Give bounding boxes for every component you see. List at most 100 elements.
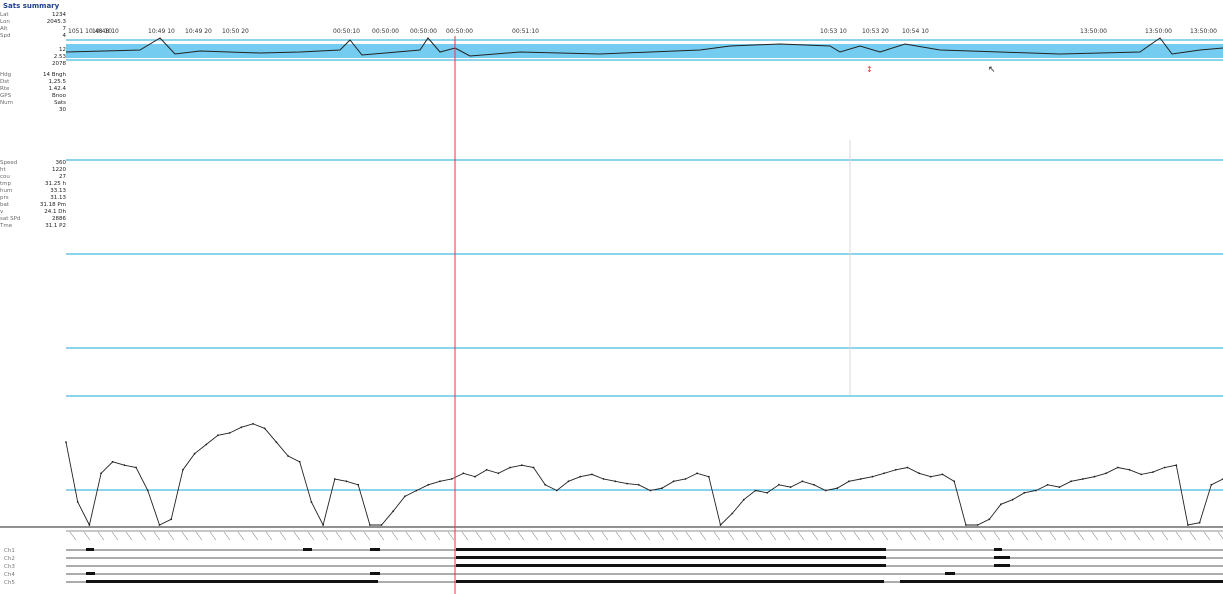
top-stats-row: Lat 1234 [0,12,66,19]
tick-mark [97,531,105,541]
series-point [474,475,476,478]
top-stats-row: 2078 [0,61,66,68]
channel-segment [86,548,94,551]
channel-segment [900,580,1223,583]
channel-label: Ch3 [4,564,15,570]
tick-mark [1035,531,1043,541]
tick-mark [923,531,931,541]
tick-mark [405,531,413,541]
tick-mark [1077,531,1085,541]
series-point [88,524,91,526]
tick-mark [1007,531,1015,541]
tick-mark [615,531,623,541]
series-point [369,524,371,526]
series-point [193,452,196,455]
stat-value: Sats [54,100,66,106]
series-point [894,468,897,471]
timeline-label: 10:49 10 [148,28,175,35]
series-point [906,466,909,469]
channel-segment [945,572,955,575]
series-point [135,466,138,469]
stat-value: 1,25.5 [48,79,67,85]
series-point [228,432,231,434]
series-point [450,478,453,480]
stat-label: v [0,209,4,215]
series-point [1081,478,1084,480]
tick-mark [993,531,1001,541]
stat-label: Num [0,100,13,106]
tick-mark [769,531,777,541]
series-point [170,518,173,521]
low-stats-row: tmp 31.25 h [0,181,66,188]
tick-mark [433,531,441,541]
low-stats-row: prs 31.13 [0,195,66,202]
stat-label: Spd [0,33,11,39]
tick-mark [755,531,763,541]
series-point [520,464,523,467]
pointer-icon: ↖ [988,65,996,75]
timeline-label: 10:53 20 [862,28,889,35]
series-point [1046,483,1049,486]
tick-mark [1063,531,1071,541]
mid-stats-row: Dst 1,25.5 [0,79,66,86]
stat-label: Dst [0,79,10,85]
tick-mark [909,531,917,541]
mid-stats-row: 30 [0,107,66,114]
series-point [1058,486,1061,488]
series-point [100,472,102,475]
series-point [111,460,114,463]
series-point [953,480,956,483]
series-point [766,491,769,494]
top-stats-row: Spd 4 [0,33,66,40]
top-stats-row: Lon 2045.3 [0,19,66,26]
series-point [813,483,815,486]
series-point [649,489,652,492]
channel-segment [456,580,884,583]
channel-segment [303,548,312,551]
stat-label: Tme [0,223,13,229]
series-point [427,483,430,486]
series-point [182,468,184,471]
timeline-label: 10:48 10 [92,28,119,35]
low-stats-panel: Speed 360 ht 1220 cou 27 tmp 31.25 h hum 33.13 prs… [0,160,66,230]
stat-value: 1220 [52,167,66,173]
tick-mark [419,531,427,541]
series-point [742,498,745,501]
tick-mark [1049,531,1057,541]
top-stats-row: Alt 7 [0,26,66,33]
tick-mark [811,531,819,541]
stat-label: tmp [0,181,12,187]
channel-segment [370,548,380,551]
tick-mark [475,531,483,541]
timeline-label: 00:50:00 [372,28,399,35]
series-point [1198,521,1201,524]
low-stats-row: cou 27 [0,174,66,181]
series-point [965,524,967,526]
channel-segment [456,548,886,551]
series-point [1105,472,1107,475]
channel-segment [456,564,886,567]
channel-segment [994,556,1010,559]
tick-mark [489,531,497,541]
top-stats-row [0,40,66,47]
marker-icon: ↕ [866,65,873,74]
tick-mark [223,531,231,541]
tick-mark [307,531,315,541]
series-point [158,524,161,526]
series-point [415,489,418,492]
tick-mark [629,531,637,541]
series-point [836,487,839,490]
series-point [731,512,734,515]
tick-mark [825,531,833,541]
stat-label: sat SPd [0,216,21,222]
tick-mark [167,531,175,541]
tick-mark [853,531,861,541]
series-point [1035,489,1037,492]
tick-mark [321,531,329,541]
channel-label: Ch5 [4,580,15,586]
series-point [1187,524,1189,526]
low-stats-row: hum 33.13 [0,188,66,195]
stat-value: 2045.3 [46,19,66,25]
stat-label: Hdg [0,72,12,78]
